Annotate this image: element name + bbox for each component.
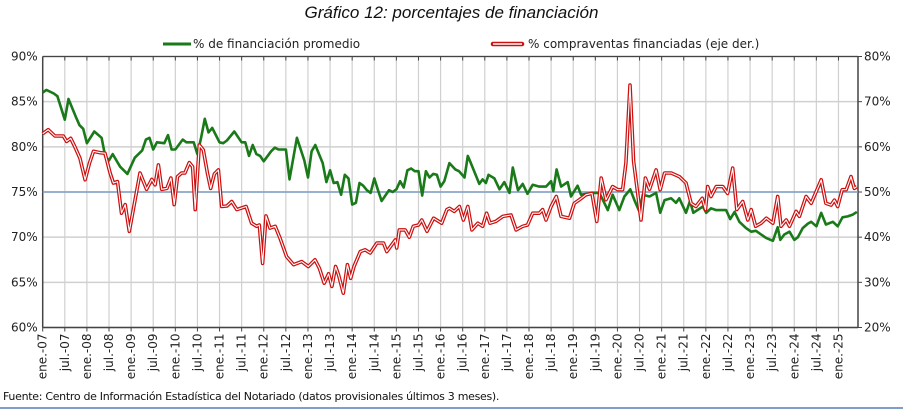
- x-tick-label: jul.-15: [411, 334, 425, 373]
- y-left-tick-label: 90%: [11, 50, 38, 64]
- source-note: Fuente: Centro de Información Estadístic…: [3, 390, 500, 403]
- x-tick-label: ene.-25: [831, 334, 845, 380]
- y-right-tick-label: 30%: [864, 275, 891, 289]
- x-tick-label: jul.-08: [102, 334, 116, 373]
- x-tick-label: ene.-22: [699, 334, 713, 380]
- x-tick-label: jul.-17: [500, 334, 514, 373]
- x-tick-label: ene.-19: [566, 334, 580, 380]
- x-tick-label: ene.-09: [124, 334, 138, 380]
- x-tick-label: ene.-11: [213, 334, 227, 380]
- x-tick-label: ene.-17: [478, 334, 492, 380]
- x-tick-label: jul.-11: [235, 334, 249, 373]
- x-tick-label: jul.-22: [721, 334, 735, 373]
- y-right-tick-label: 40%: [864, 230, 891, 244]
- y-left-tick-label: 60%: [11, 321, 38, 335]
- y-left-tick-label: 65%: [11, 275, 38, 289]
- x-tick-label: ene.-13: [301, 334, 315, 380]
- x-tick-label: jul.-10: [190, 334, 204, 373]
- x-tick-label: jul.-09: [146, 334, 160, 373]
- chart-title: Gráfico 12: porcentajes de financiación: [304, 3, 599, 22]
- x-tick-label: jul.-20: [633, 334, 647, 373]
- x-tick-label: ene.-12: [257, 334, 271, 380]
- x-tick-label: ene.-10: [168, 334, 182, 380]
- x-tick-label: jul.-13: [323, 334, 337, 373]
- x-tick-label: ene.-18: [522, 334, 536, 380]
- x-tick-label: jul.-24: [809, 334, 823, 373]
- x-tick-label: jul.-21: [677, 334, 691, 373]
- y-left-tick-label: 70%: [11, 230, 38, 244]
- x-tick-label: ene.-21: [655, 334, 669, 380]
- legend-label: % compraventas financiadas (eje der.): [528, 37, 759, 51]
- series-line-compraventas-inner: [42, 84, 858, 294]
- x-tick-label: ene.-16: [434, 334, 448, 380]
- x-tick-label: jul.-19: [588, 334, 602, 373]
- y-left-tick-label: 85%: [11, 95, 38, 109]
- x-tick-label: jul.-18: [544, 334, 558, 373]
- x-tick-label: ene.-15: [389, 334, 403, 380]
- x-tick-label: jul.-07: [58, 334, 72, 373]
- x-tick-label: ene.-23: [743, 334, 757, 380]
- y-right-tick-label: 70%: [864, 95, 891, 109]
- legend-label: % de financiación promedio: [193, 37, 360, 51]
- y-left-tick-label: 80%: [11, 140, 38, 154]
- x-tick-label: ene.-24: [787, 334, 801, 380]
- x-tick-label: jul.-16: [456, 334, 470, 373]
- x-tick-label: ene.-07: [36, 334, 50, 380]
- series-line-financiacion: [41, 88, 858, 243]
- x-tick-label: jul.-14: [367, 334, 381, 373]
- y-left-tick-label: 75%: [11, 185, 38, 199]
- bottom-divider: [0, 407, 903, 409]
- x-tick-label: ene.-20: [610, 334, 624, 380]
- y-right-tick-label: 20%: [864, 321, 891, 335]
- x-tick-label: jul.-12: [279, 334, 293, 373]
- x-tick-label: ene.-14: [345, 334, 359, 380]
- y-right-tick-label: 60%: [864, 140, 891, 154]
- y-right-tick-label: 50%: [864, 185, 891, 199]
- y-right-tick-label: 80%: [864, 50, 891, 64]
- x-tick-label: jul.-23: [765, 334, 779, 373]
- x-tick-label: ene.-08: [80, 334, 94, 380]
